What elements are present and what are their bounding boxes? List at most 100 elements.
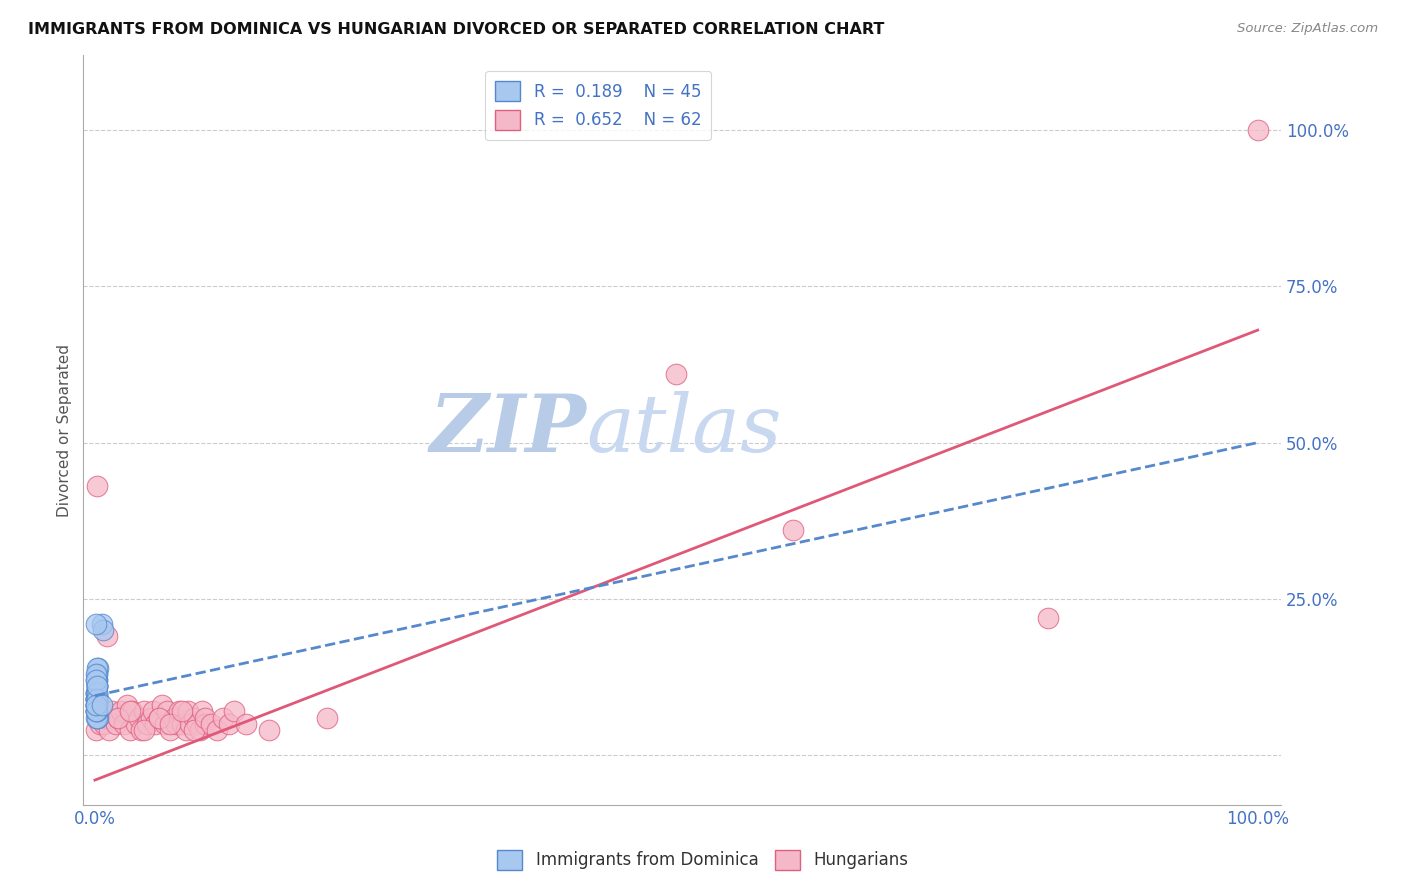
- Point: [84, 698, 107, 712]
- Point: [118, 704, 141, 718]
- Point: [93, 716, 115, 731]
- Y-axis label: Divorced or Separated: Divorced or Separated: [58, 343, 72, 516]
- Point: [86, 704, 108, 718]
- Point: [86, 685, 108, 699]
- Point: [86, 673, 108, 687]
- Point: [84, 698, 107, 712]
- Point: [191, 704, 214, 718]
- Point: [110, 704, 132, 718]
- Point: [84, 691, 107, 706]
- Point: [87, 710, 110, 724]
- Point: [86, 698, 108, 712]
- Point: [96, 710, 118, 724]
- Point: [86, 691, 108, 706]
- Point: [84, 685, 107, 699]
- Point: [1247, 123, 1270, 137]
- Point: [665, 367, 688, 381]
- Point: [1038, 610, 1060, 624]
- Point: [167, 704, 190, 718]
- Point: [84, 685, 107, 699]
- Point: [84, 704, 107, 718]
- Text: ZIP: ZIP: [429, 392, 586, 469]
- Point: [84, 691, 107, 706]
- Point: [148, 710, 170, 724]
- Point: [179, 716, 201, 731]
- Point: [104, 716, 127, 731]
- Point: [101, 704, 124, 718]
- Point: [150, 698, 173, 712]
- Point: [86, 666, 108, 681]
- Point: [235, 716, 257, 731]
- Point: [194, 716, 217, 731]
- Point: [107, 710, 129, 724]
- Point: [86, 679, 108, 693]
- Point: [86, 479, 108, 493]
- Point: [84, 685, 107, 699]
- Point: [218, 716, 240, 731]
- Text: IMMIGRANTS FROM DOMINICA VS HUNGARIAN DIVORCED OR SEPARATED CORRELATION CHART: IMMIGRANTS FROM DOMINICA VS HUNGARIAN DI…: [28, 22, 884, 37]
- Point: [145, 716, 167, 731]
- Point: [84, 691, 107, 706]
- Point: [121, 704, 143, 718]
- Point: [153, 716, 176, 731]
- Point: [90, 698, 112, 712]
- Point: [86, 673, 108, 687]
- Point: [117, 698, 139, 712]
- Point: [96, 629, 118, 643]
- Point: [84, 704, 107, 718]
- Point: [159, 716, 181, 731]
- Point: [87, 660, 110, 674]
- Legend: R =  0.189    N = 45, R =  0.652    N = 62: R = 0.189 N = 45, R = 0.652 N = 62: [485, 71, 711, 140]
- Point: [86, 679, 108, 693]
- Point: [84, 691, 107, 706]
- Point: [186, 716, 208, 731]
- Point: [90, 704, 112, 718]
- Point: [124, 716, 146, 731]
- Point: [97, 723, 120, 737]
- Point: [86, 679, 108, 693]
- Point: [107, 710, 129, 724]
- Point: [316, 710, 339, 724]
- Point: [86, 704, 108, 718]
- Point: [84, 666, 107, 681]
- Point: [86, 685, 108, 699]
- Text: Source: ZipAtlas.com: Source: ZipAtlas.com: [1237, 22, 1378, 36]
- Point: [159, 723, 181, 737]
- Point: [84, 698, 107, 712]
- Point: [205, 723, 228, 737]
- Point: [86, 679, 108, 693]
- Point: [86, 660, 108, 674]
- Point: [86, 666, 108, 681]
- Point: [163, 710, 186, 724]
- Point: [87, 710, 110, 724]
- Point: [84, 691, 107, 706]
- Point: [90, 616, 112, 631]
- Point: [86, 679, 108, 693]
- Point: [136, 716, 159, 731]
- Point: [132, 723, 155, 737]
- Point: [200, 716, 222, 731]
- Point: [172, 704, 194, 718]
- Point: [128, 710, 150, 724]
- Point: [188, 723, 211, 737]
- Point: [89, 716, 111, 731]
- Point: [84, 698, 107, 712]
- Point: [172, 716, 194, 731]
- Point: [132, 704, 155, 718]
- Point: [259, 723, 281, 737]
- Point: [183, 710, 205, 724]
- Point: [183, 723, 205, 737]
- Point: [84, 698, 107, 712]
- Point: [84, 616, 107, 631]
- Point: [131, 723, 153, 737]
- Point: [84, 704, 107, 718]
- Point: [84, 710, 107, 724]
- Point: [118, 723, 141, 737]
- Point: [84, 673, 107, 687]
- Point: [84, 673, 107, 687]
- Point: [142, 704, 165, 718]
- Point: [194, 710, 217, 724]
- Point: [87, 691, 110, 706]
- Legend: Immigrants from Dominica, Hungarians: Immigrants from Dominica, Hungarians: [491, 843, 915, 877]
- Point: [86, 710, 108, 724]
